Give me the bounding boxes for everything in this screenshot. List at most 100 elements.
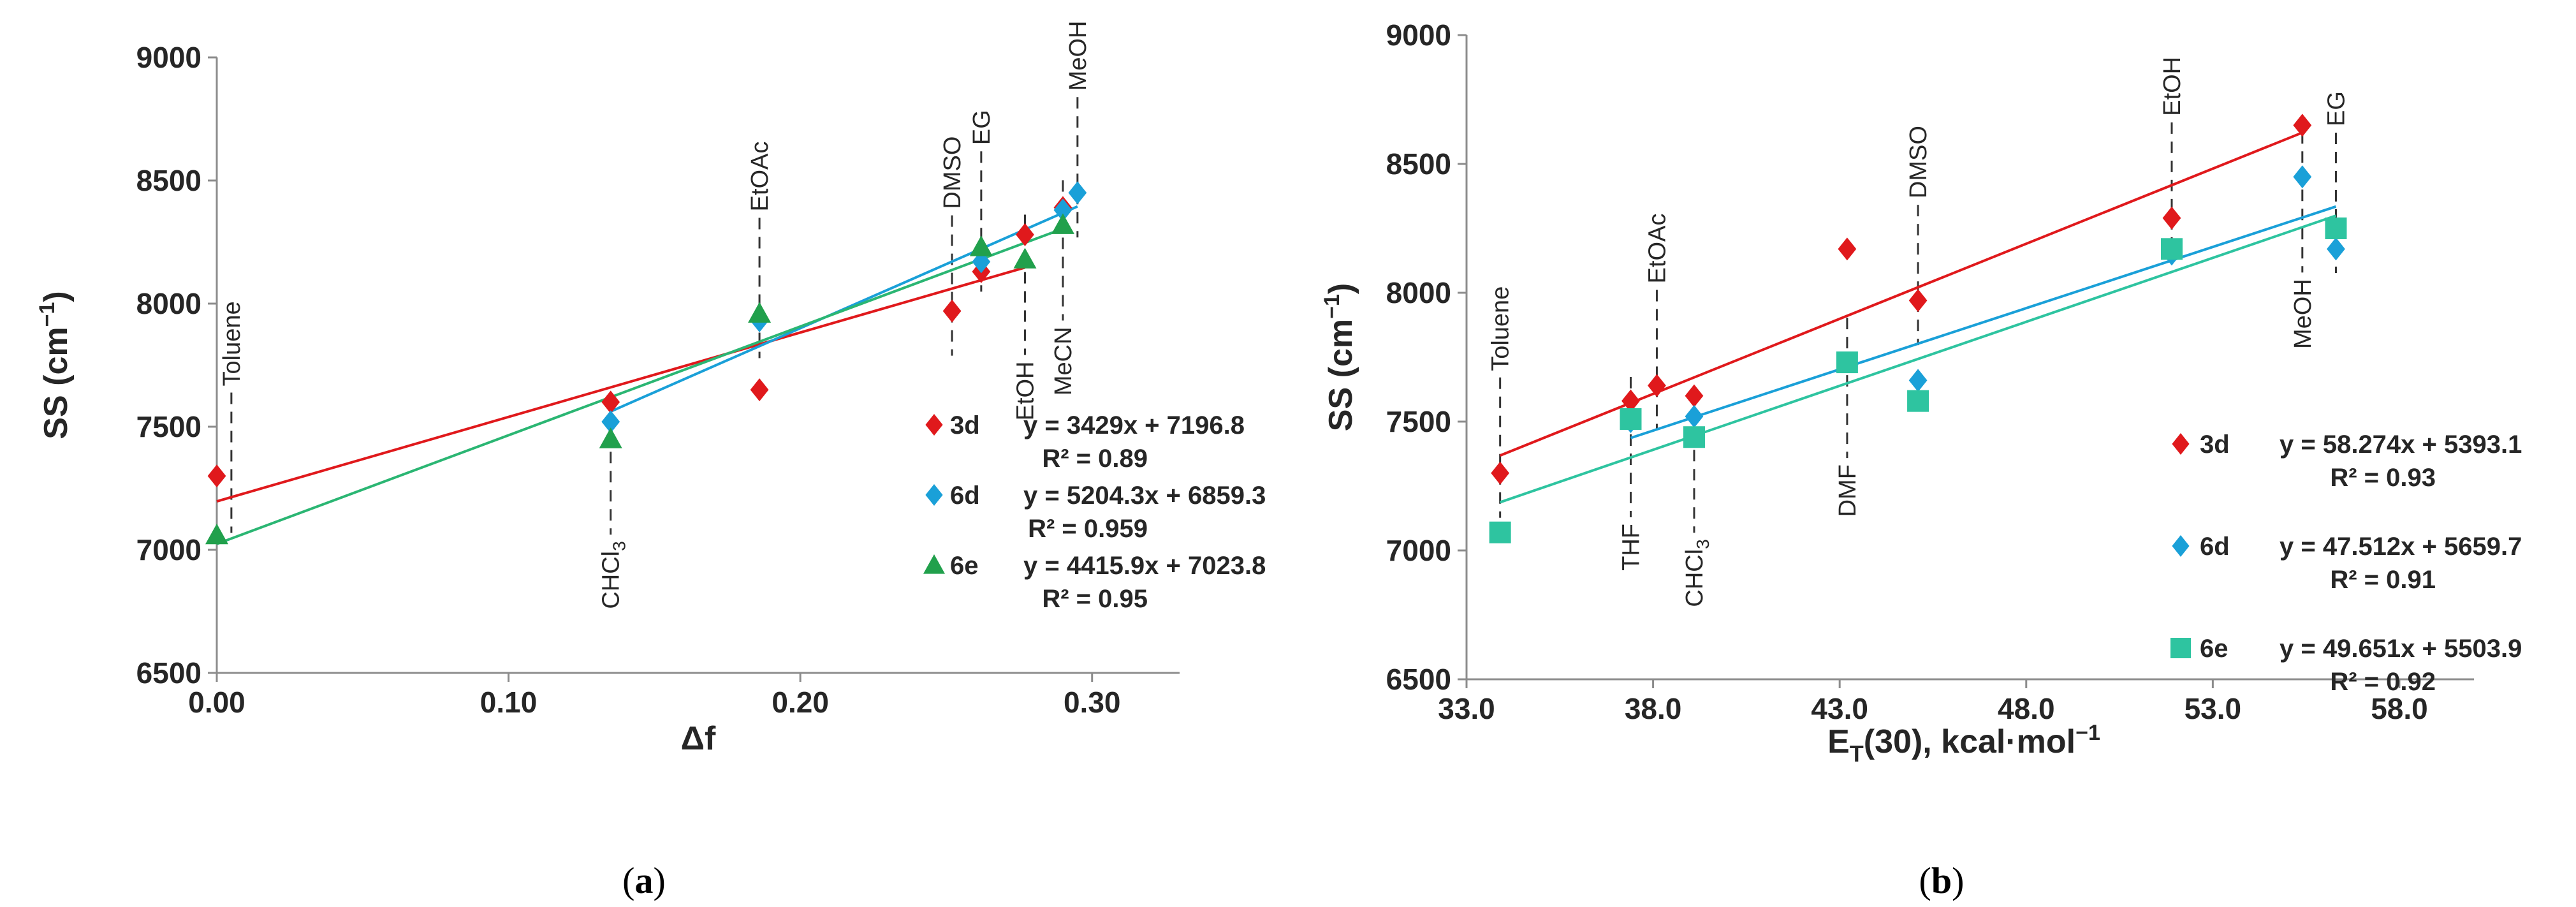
- solvent-annotation: Toluene: [219, 301, 245, 533]
- legend: 3d y = 3429x + 7196.8 R² = 0.89 6d y = 5204.…: [923, 411, 1266, 613]
- legend-r2-6d: R² = 0.91: [2330, 566, 2436, 594]
- x-tick-label: 58.0: [2371, 692, 2428, 725]
- legend-item-6d: 6d y = 47.512x + 5659.7 R² = 0.91: [2172, 533, 2522, 594]
- data-point-3d: [1621, 389, 1640, 413]
- panel-b-chart: 6500 7000 7500 8000 8500 9000 33.0 38.0 43.0 48.0…: [1320, 18, 2522, 767]
- data-point-6e: [2161, 238, 2183, 260]
- y-tick-label: 7500: [136, 410, 201, 443]
- legend-r2-3d: R² = 0.89: [1042, 445, 1148, 473]
- solvent-annotation: DMSO: [1905, 126, 1932, 346]
- solvent-annotation: DMSO: [939, 136, 966, 356]
- data-point-3d: [1491, 461, 1510, 485]
- y-tick-label: 7000: [1386, 534, 1451, 567]
- solvent-label: MeOH: [2290, 279, 2316, 349]
- legend-r2-6d: R² = 0.959: [1028, 515, 1148, 543]
- data-point-6e: [1683, 426, 1705, 448]
- legend-label-3d: 3d: [2200, 431, 2230, 459]
- data-point-6e: [2325, 218, 2347, 239]
- legend-r2-3d: R² = 0.93: [2330, 464, 2436, 492]
- legend-item-6e: 6e y = 4415.9x + 7023.8 R² = 0.95: [923, 552, 1266, 613]
- solvent-annotation: Toluene: [1488, 286, 1514, 518]
- legend-item-3d: 3d y = 3429x + 7196.8 R² = 0.89: [925, 411, 1245, 473]
- x-tick-label: 38.0: [1625, 692, 1682, 725]
- fit-line-6e: [216, 227, 1064, 545]
- data-point-6e: [1013, 247, 1037, 269]
- x-tick-label: 43.0: [1811, 692, 1868, 725]
- legend-marker-3d: [2172, 433, 2190, 455]
- solvent-label: MeCN: [1050, 327, 1077, 395]
- y-tick-label: 8000: [1386, 276, 1451, 309]
- x-tick-label: 0.10: [480, 686, 538, 719]
- y-tick-label: 7000: [136, 533, 201, 566]
- x-tick-label: 0.30: [1064, 686, 1121, 719]
- data-point-3d: [207, 464, 226, 488]
- y-tick-label: 7500: [1386, 405, 1451, 438]
- data-point-3d: [2293, 114, 2312, 137]
- data-point-3d: [750, 378, 769, 402]
- solvent-label: EtOH: [2159, 57, 2186, 116]
- data-point-3d: [1685, 384, 1704, 408]
- data-point-3d: [1016, 223, 1034, 246]
- solvent-label: EtOAc: [1644, 214, 1671, 284]
- panel-a-chart: 6500 7000 7500 8000 8500 9000 0.00 0.10 0.20 0.30…: [35, 21, 1266, 757]
- solvent-label: EG: [969, 110, 995, 145]
- legend-marker-6e: [923, 554, 945, 574]
- panel-a-caption: (a): [622, 860, 666, 901]
- data-point-6d: [1685, 404, 1704, 428]
- legend-label-6d: 6d: [2200, 533, 2230, 561]
- solvent-annotation: EtOH: [1012, 214, 1039, 420]
- data-point-6d: [2293, 165, 2312, 189]
- legend-marker-6e: [2170, 638, 2191, 658]
- legend-r2-6e: R² = 0.92: [2330, 668, 2436, 696]
- solvent-label: DMF: [1834, 464, 1861, 517]
- legend-equation-3d: y = 58.274x + 5393.1: [2280, 431, 2522, 459]
- legend-item-6d: 6d y = 5204.3x + 6859.3 R² = 0.959: [925, 482, 1266, 543]
- solvent-annotation: MeOH: [2290, 132, 2316, 349]
- y-tick-label: 6500: [136, 656, 201, 689]
- x-axis-label: ET(30), kcal·mol−1: [1827, 721, 2100, 767]
- data-point-6e: [205, 523, 228, 545]
- data-point-3d: [601, 390, 620, 414]
- fit-line-3d: [216, 266, 1026, 503]
- legend-marker-3d: [925, 414, 943, 436]
- solvent-label: CHCl3: [598, 541, 629, 608]
- y-tick-label: 6500: [1386, 663, 1451, 696]
- data-point-3d: [1908, 289, 1928, 313]
- data-point-6e: [1907, 390, 1929, 412]
- x-tick-label: 48.0: [1998, 692, 2055, 725]
- solvent-annotation: EtOAc: [747, 142, 773, 358]
- legend-label-6d: 6d: [950, 482, 980, 510]
- fit-line-3d: [1499, 131, 2303, 457]
- legend-marker-6d: [2172, 535, 2190, 557]
- legend-label-3d: 3d: [950, 411, 980, 439]
- data-point-6e: [748, 302, 772, 323]
- x-tick-label: 0.20: [772, 686, 829, 719]
- x-tick-label: 0.00: [188, 686, 245, 719]
- y-tick-label: 8500: [136, 164, 201, 197]
- data-point-6e: [969, 235, 993, 256]
- data-point-6d: [972, 250, 991, 274]
- data-point-3d: [1648, 374, 1666, 397]
- solvent-label: THF: [1618, 524, 1644, 571]
- solvent-annotation: EG: [969, 110, 995, 292]
- y-tick-label: 8000: [136, 287, 201, 320]
- solvent-annotation: CHCl3: [1681, 392, 1713, 607]
- legend-label-6e: 6e: [2200, 635, 2228, 663]
- solvent-label: DMSO: [1905, 126, 1932, 198]
- y-axis-label: SS (cm−1): [1320, 283, 1359, 431]
- solvent-label: EtOAc: [747, 142, 773, 212]
- legend-equation-3d: y = 3429x + 7196.8: [1023, 411, 1245, 439]
- y-tick-label: 9000: [1386, 18, 1451, 52]
- legend-item-6e: 6e y = 49.651x + 5503.9 R² = 0.92: [2170, 635, 2522, 696]
- data-point-3d: [1838, 237, 1857, 261]
- y-tick-label: 8500: [1386, 147, 1451, 181]
- data-point-6e: [1836, 351, 1858, 374]
- data-point-6e: [1489, 521, 1511, 543]
- legend-marker-6d: [925, 484, 943, 506]
- data-point-3d: [2162, 206, 2181, 230]
- data-point-6d: [2327, 237, 2345, 261]
- solvent-annotation: DMF: [1834, 318, 1861, 517]
- data-point-6d: [601, 410, 620, 434]
- x-axis-label: Δf: [681, 720, 716, 757]
